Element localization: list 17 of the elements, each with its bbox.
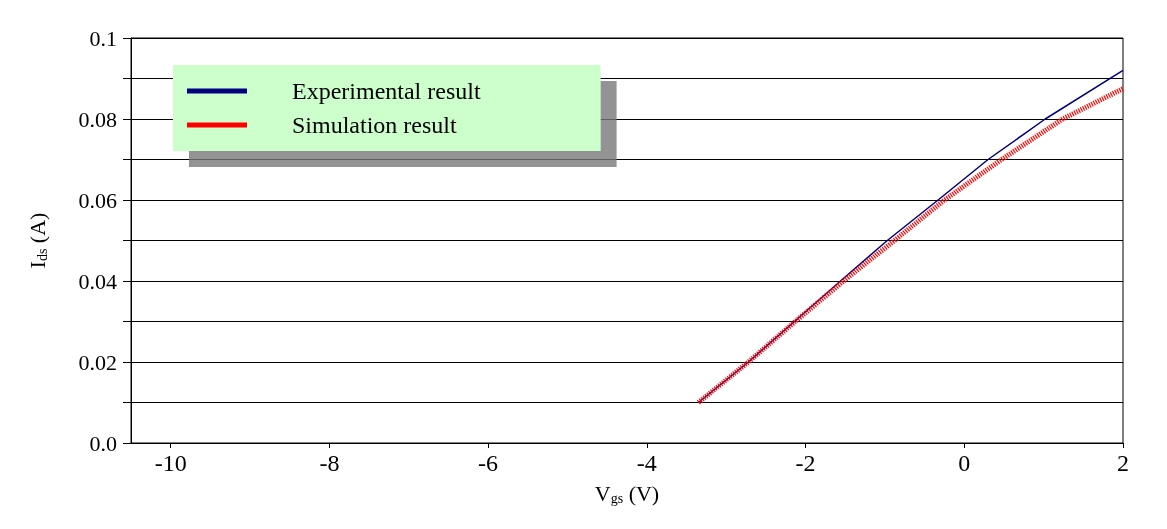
x-tick-label: 2 bbox=[1117, 450, 1129, 476]
x-tick-label: -10 bbox=[154, 450, 187, 476]
legend-label: Simulation result bbox=[292, 112, 457, 138]
x-tick-label: -8 bbox=[319, 450, 340, 476]
x-tick-label: -6 bbox=[478, 450, 499, 476]
y-tick-label: 0.08 bbox=[78, 106, 117, 132]
y-tick-label: 0.06 bbox=[78, 187, 117, 213]
x-tick-label: 0 bbox=[958, 450, 971, 476]
y-tick-label: 0.04 bbox=[78, 268, 117, 294]
y-tick-label: 0.02 bbox=[78, 349, 117, 375]
x-axis-title: Vgs (V) bbox=[594, 480, 660, 506]
y-axis-title: Ids (A) bbox=[24, 212, 50, 269]
legend-label: Experimental result bbox=[292, 78, 481, 104]
y-tick-label: 0.1 bbox=[89, 25, 117, 51]
x-tick-label: -2 bbox=[795, 450, 816, 476]
x-tick-label: -4 bbox=[636, 450, 657, 476]
y-tick-label: 0.0 bbox=[89, 430, 117, 456]
